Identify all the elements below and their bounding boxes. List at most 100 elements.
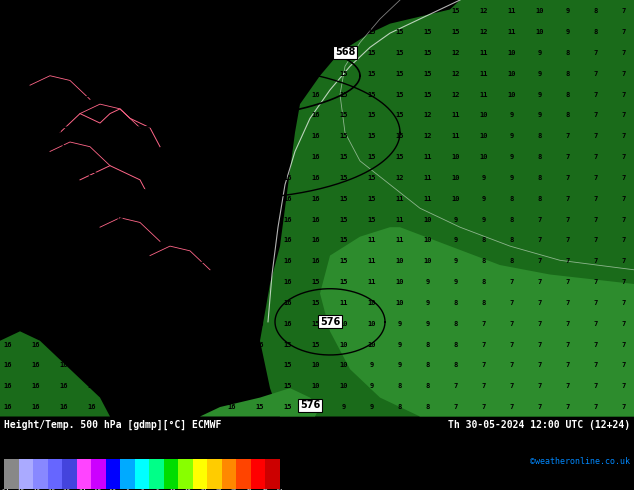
Text: 12: 12 bbox=[396, 175, 404, 181]
Text: 9: 9 bbox=[370, 383, 374, 389]
Text: 16: 16 bbox=[60, 196, 68, 202]
Bar bbox=[91, 459, 106, 489]
Text: 16: 16 bbox=[200, 92, 208, 98]
Text: 16: 16 bbox=[32, 279, 40, 285]
Text: 15: 15 bbox=[368, 92, 376, 98]
Text: 16: 16 bbox=[60, 50, 68, 56]
Text: 16: 16 bbox=[87, 342, 96, 347]
Bar bbox=[106, 459, 120, 489]
Text: 7: 7 bbox=[594, 154, 598, 160]
Text: 7: 7 bbox=[622, 217, 626, 222]
Text: 16: 16 bbox=[60, 29, 68, 35]
Text: 16: 16 bbox=[284, 50, 292, 56]
Text: 16: 16 bbox=[172, 404, 180, 410]
Text: 16: 16 bbox=[228, 217, 236, 222]
Text: 7: 7 bbox=[622, 50, 626, 56]
Text: 7: 7 bbox=[538, 404, 542, 410]
Text: 7: 7 bbox=[594, 113, 598, 119]
Text: 10: 10 bbox=[340, 342, 348, 347]
Text: 7: 7 bbox=[510, 300, 514, 306]
Text: 7: 7 bbox=[566, 238, 570, 244]
Text: 16: 16 bbox=[87, 29, 96, 35]
Text: 15: 15 bbox=[368, 8, 376, 14]
Text: 7: 7 bbox=[566, 404, 570, 410]
Text: 16: 16 bbox=[312, 92, 320, 98]
Text: 16: 16 bbox=[4, 8, 12, 14]
Text: 11: 11 bbox=[340, 300, 348, 306]
Text: 16: 16 bbox=[144, 92, 152, 98]
Text: 15: 15 bbox=[424, 92, 432, 98]
Text: 8: 8 bbox=[454, 300, 458, 306]
Bar bbox=[33, 459, 48, 489]
Text: 10: 10 bbox=[396, 300, 404, 306]
Text: 10: 10 bbox=[508, 92, 516, 98]
Text: 16: 16 bbox=[228, 154, 236, 160]
Text: 15: 15 bbox=[424, 71, 432, 77]
Text: 16: 16 bbox=[256, 383, 264, 389]
Text: 16: 16 bbox=[172, 363, 180, 368]
Text: 8: 8 bbox=[566, 50, 570, 56]
Text: 576: 576 bbox=[300, 400, 320, 410]
Text: 9: 9 bbox=[482, 196, 486, 202]
Text: 16: 16 bbox=[32, 300, 40, 306]
Text: 15: 15 bbox=[368, 175, 376, 181]
Text: 16: 16 bbox=[256, 71, 264, 77]
Text: 7: 7 bbox=[594, 342, 598, 347]
Polygon shape bbox=[260, 0, 634, 416]
Text: 10: 10 bbox=[312, 363, 320, 368]
Text: 16: 16 bbox=[60, 113, 68, 119]
Text: 15: 15 bbox=[368, 133, 376, 139]
Text: 16: 16 bbox=[256, 217, 264, 222]
Text: 16: 16 bbox=[256, 113, 264, 119]
Text: 16: 16 bbox=[60, 238, 68, 244]
Text: 16: 16 bbox=[32, 133, 40, 139]
Text: 9: 9 bbox=[454, 279, 458, 285]
Text: 16: 16 bbox=[228, 279, 236, 285]
Bar bbox=[48, 459, 62, 489]
Text: 15: 15 bbox=[256, 404, 264, 410]
Text: 16: 16 bbox=[60, 92, 68, 98]
Text: 16: 16 bbox=[32, 92, 40, 98]
Text: 16: 16 bbox=[87, 300, 96, 306]
Text: 16: 16 bbox=[4, 29, 12, 35]
Text: 16: 16 bbox=[144, 404, 152, 410]
Text: 16: 16 bbox=[200, 404, 208, 410]
Text: 16: 16 bbox=[144, 196, 152, 202]
Text: 16: 16 bbox=[87, 71, 96, 77]
Text: 16: 16 bbox=[32, 383, 40, 389]
Text: 16: 16 bbox=[60, 71, 68, 77]
Text: 7: 7 bbox=[510, 404, 514, 410]
Text: 16: 16 bbox=[256, 300, 264, 306]
Text: 9: 9 bbox=[398, 321, 402, 327]
Text: 16: 16 bbox=[228, 8, 236, 14]
Text: 16: 16 bbox=[144, 113, 152, 119]
Text: 16: 16 bbox=[32, 196, 40, 202]
Text: 9: 9 bbox=[510, 175, 514, 181]
Text: 16: 16 bbox=[116, 29, 124, 35]
Text: 16: 16 bbox=[60, 383, 68, 389]
Text: 16: 16 bbox=[256, 363, 264, 368]
Text: 16: 16 bbox=[228, 342, 236, 347]
Text: 16: 16 bbox=[60, 363, 68, 368]
Text: 15: 15 bbox=[340, 113, 348, 119]
Text: 7: 7 bbox=[594, 238, 598, 244]
Text: 7: 7 bbox=[566, 258, 570, 264]
Text: 8: 8 bbox=[510, 238, 514, 244]
Text: 12: 12 bbox=[424, 133, 432, 139]
Text: 10: 10 bbox=[452, 196, 460, 202]
Text: 7: 7 bbox=[538, 342, 542, 347]
Text: 10: 10 bbox=[508, 50, 516, 56]
Bar bbox=[251, 459, 266, 489]
Text: 10: 10 bbox=[452, 154, 460, 160]
Text: 11: 11 bbox=[368, 238, 376, 244]
Text: 16: 16 bbox=[60, 154, 68, 160]
Text: 16: 16 bbox=[116, 404, 124, 410]
Text: 16: 16 bbox=[4, 238, 12, 244]
Text: 16: 16 bbox=[144, 175, 152, 181]
Text: 10: 10 bbox=[340, 383, 348, 389]
Text: ©weatheronline.co.uk: ©weatheronline.co.uk bbox=[530, 457, 630, 466]
Text: 15: 15 bbox=[340, 217, 348, 222]
Text: 16: 16 bbox=[284, 196, 292, 202]
Text: 7: 7 bbox=[482, 363, 486, 368]
Text: 9: 9 bbox=[510, 154, 514, 160]
